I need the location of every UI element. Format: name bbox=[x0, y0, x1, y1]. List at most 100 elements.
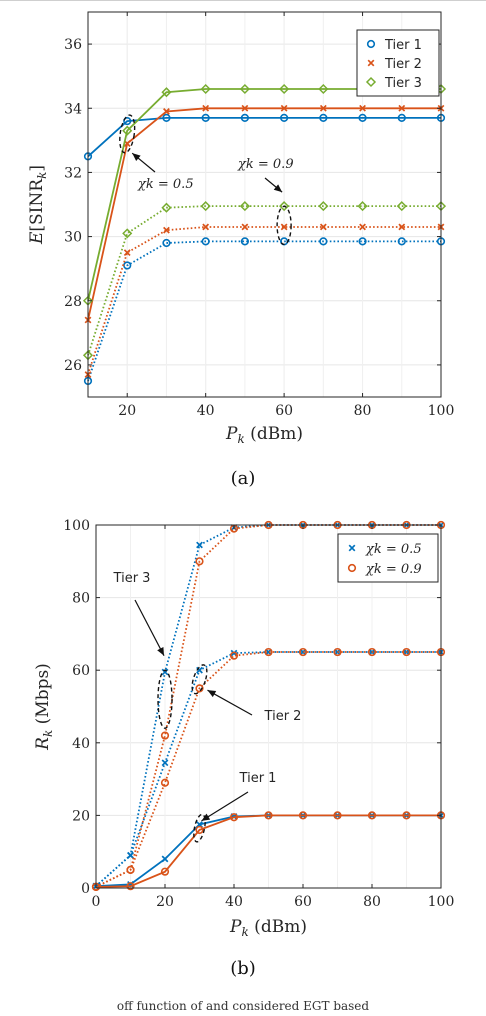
series-markers-a-5 bbox=[82, 201, 447, 361]
data-point bbox=[126, 882, 135, 891]
data-point bbox=[319, 104, 327, 112]
data-point bbox=[122, 228, 133, 239]
data-point bbox=[357, 201, 368, 212]
x-axis-label-b: Pk (dBm) bbox=[229, 917, 307, 939]
chart-b: 0 20 40 60 80 100 0 20 40 60 80 100 Pk (dBm) Rk (Mbps… bbox=[33, 518, 455, 979]
annotation-chi05: χk = 0.5 bbox=[137, 177, 194, 192]
x-axis-label-a-text: Pk (dBm) bbox=[225, 424, 303, 446]
data-point bbox=[318, 83, 329, 95]
data-point bbox=[333, 811, 342, 820]
series-line-a-0 bbox=[87, 117, 441, 158]
data-point bbox=[239, 83, 250, 95]
data-point bbox=[161, 202, 172, 213]
data-point bbox=[229, 651, 239, 660]
legend-label: χk = 0.5 bbox=[365, 542, 422, 557]
data-point bbox=[161, 759, 169, 767]
legend-marker bbox=[366, 39, 376, 49]
series-line-b-3 bbox=[95, 651, 441, 888]
data-point bbox=[265, 648, 272, 656]
x-axis-label-b-text: Pk (dBm) bbox=[229, 917, 307, 939]
data-point bbox=[160, 867, 170, 876]
data-point bbox=[358, 113, 367, 122]
annotation-tier2: Tier 2 bbox=[264, 709, 302, 724]
data-point bbox=[160, 778, 170, 787]
footer-text: off function of and considered EGT based bbox=[117, 999, 370, 1013]
data-point bbox=[396, 201, 407, 212]
data-point bbox=[161, 87, 172, 98]
page-top-rule bbox=[0, 0, 486, 1]
data-point bbox=[202, 223, 210, 231]
data-point bbox=[318, 201, 329, 212]
data-point bbox=[398, 223, 406, 231]
data-point bbox=[196, 541, 203, 549]
y-axis-label-b: Rk (Mbps) bbox=[33, 663, 55, 751]
data-point bbox=[299, 648, 307, 656]
data-point bbox=[319, 237, 328, 246]
data-point bbox=[367, 647, 377, 657]
data-point bbox=[163, 108, 170, 115]
y-axis-label-a: E[SINRk] bbox=[27, 165, 49, 245]
data-point bbox=[201, 237, 210, 246]
y-tick-label: 80 bbox=[72, 591, 90, 607]
annotation-arrow-tier3 bbox=[134, 599, 165, 656]
y-tick-label: 28 bbox=[64, 294, 82, 310]
chart-a: 20 40 60 80 100 26 28 30 32 34 36 Pk (dBm) E[SINRk] T… bbox=[27, 11, 455, 489]
legend-label: Tier 1 bbox=[384, 38, 422, 53]
legend-marker bbox=[367, 59, 375, 67]
legend-marker bbox=[347, 563, 357, 573]
data-point bbox=[126, 865, 135, 874]
grid-a bbox=[87, 12, 442, 397]
x-axis-label-a: Pk (dBm) bbox=[225, 424, 303, 446]
x-tick-label: 100 bbox=[428, 403, 455, 419]
annotation-ellipse-chi09 bbox=[276, 205, 292, 246]
y-tick-label: 36 bbox=[64, 37, 82, 53]
x-tick-label: 60 bbox=[275, 403, 293, 419]
y-tick-label: 40 bbox=[72, 736, 90, 752]
data-point bbox=[127, 851, 134, 859]
caption-a: (a) bbox=[231, 468, 256, 489]
x-tick-label: 100 bbox=[428, 894, 455, 910]
annotation-arrow-tier2 bbox=[207, 689, 253, 716]
data-point bbox=[279, 83, 290, 95]
legend-b: χk = 0.5 χk = 0.9 bbox=[337, 533, 439, 583]
y-tick-label: 30 bbox=[64, 230, 82, 246]
x-tick-label: 20 bbox=[156, 894, 174, 910]
data-point bbox=[280, 113, 289, 122]
x-tick-label: 40 bbox=[225, 894, 243, 910]
annotation-tier1: Tier 1 bbox=[239, 771, 277, 786]
data-point bbox=[240, 113, 249, 122]
legend-label: Tier 2 bbox=[384, 57, 422, 72]
series-line-a-3 bbox=[87, 240, 441, 382]
data-point bbox=[123, 116, 132, 126]
x-tick-label: 80 bbox=[354, 403, 372, 419]
data-point bbox=[201, 113, 210, 122]
annotation-tier3: Tier 3 bbox=[113, 571, 151, 586]
legend-label: Tier 3 bbox=[384, 76, 422, 91]
annotation-arrow-tier1 bbox=[201, 791, 249, 822]
data-point bbox=[195, 825, 204, 835]
data-point bbox=[264, 811, 273, 820]
data-point bbox=[319, 223, 327, 231]
data-point bbox=[161, 855, 169, 863]
y-tick-label: 34 bbox=[64, 101, 82, 117]
x-tick-label: 40 bbox=[197, 403, 215, 419]
data-point bbox=[162, 238, 171, 248]
y-tick-label: 20 bbox=[72, 808, 90, 824]
data-point bbox=[160, 731, 170, 740]
annotation-arrow-chi05 bbox=[131, 152, 156, 173]
data-point bbox=[298, 647, 308, 657]
data-point bbox=[202, 104, 210, 112]
series-line-b-1 bbox=[95, 814, 441, 888]
data-point bbox=[280, 223, 288, 231]
data-point bbox=[241, 104, 249, 112]
data-point bbox=[397, 237, 406, 246]
y-tick-label: 60 bbox=[72, 663, 90, 679]
y-tick-label: 26 bbox=[64, 358, 82, 374]
data-point bbox=[161, 668, 169, 676]
legend-a: Tier 1 Tier 2 Tier 3 bbox=[356, 29, 440, 97]
data-point bbox=[163, 226, 170, 234]
series-line-a-1 bbox=[87, 107, 441, 321]
data-point bbox=[200, 83, 211, 95]
data-point bbox=[402, 647, 411, 657]
caption-b: (b) bbox=[230, 958, 256, 979]
